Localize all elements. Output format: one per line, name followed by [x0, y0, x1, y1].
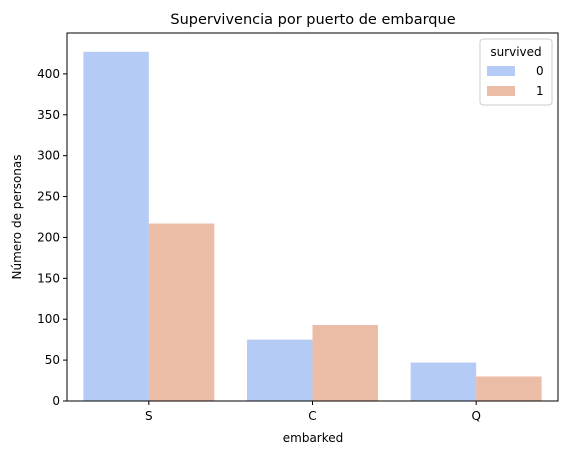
legend-label-survived-0: 0: [536, 64, 544, 78]
y-axis: 0 50 100 150 200 250 300 350 400: [37, 67, 67, 408]
bar-S-survived-1: [148, 223, 215, 401]
bars-group: [83, 51, 542, 401]
x-tick-label: S: [145, 409, 153, 423]
y-tick-label: 250: [37, 190, 60, 204]
y-tick-label: 400: [37, 67, 60, 81]
y-tick-label: 300: [37, 149, 60, 163]
y-tick-label: 150: [37, 271, 60, 285]
bar-C-survived-1: [312, 324, 378, 401]
y-tick-label: 350: [37, 108, 60, 122]
y-axis-title: Número de personas: [10, 154, 24, 279]
bar-C-survived-0: [247, 339, 313, 401]
bar-Q-survived-0: [410, 362, 477, 401]
y-tick-label: 0: [52, 394, 60, 408]
x-axis-title: embarked: [283, 431, 344, 445]
x-tick-label: Q: [471, 409, 480, 423]
y-tick-label: 200: [37, 230, 60, 244]
legend-swatch-survived-1: [487, 86, 515, 96]
chart-title: Supervivencia por puerto de embarque: [170, 12, 455, 28]
plot-frame: [66, 32, 559, 402]
legend-swatch-survived-0: [487, 66, 515, 76]
legend-title: survived: [490, 45, 541, 59]
bar-Q-survived-1: [476, 376, 542, 401]
y-tick-label: 100: [37, 312, 60, 326]
legend: survived 0 1: [479, 38, 553, 106]
x-tick-label: C: [308, 409, 316, 423]
y-tick-label: 50: [45, 353, 60, 367]
bar-S-survived-0: [83, 51, 149, 401]
legend-label-survived-1: 1: [536, 84, 544, 98]
